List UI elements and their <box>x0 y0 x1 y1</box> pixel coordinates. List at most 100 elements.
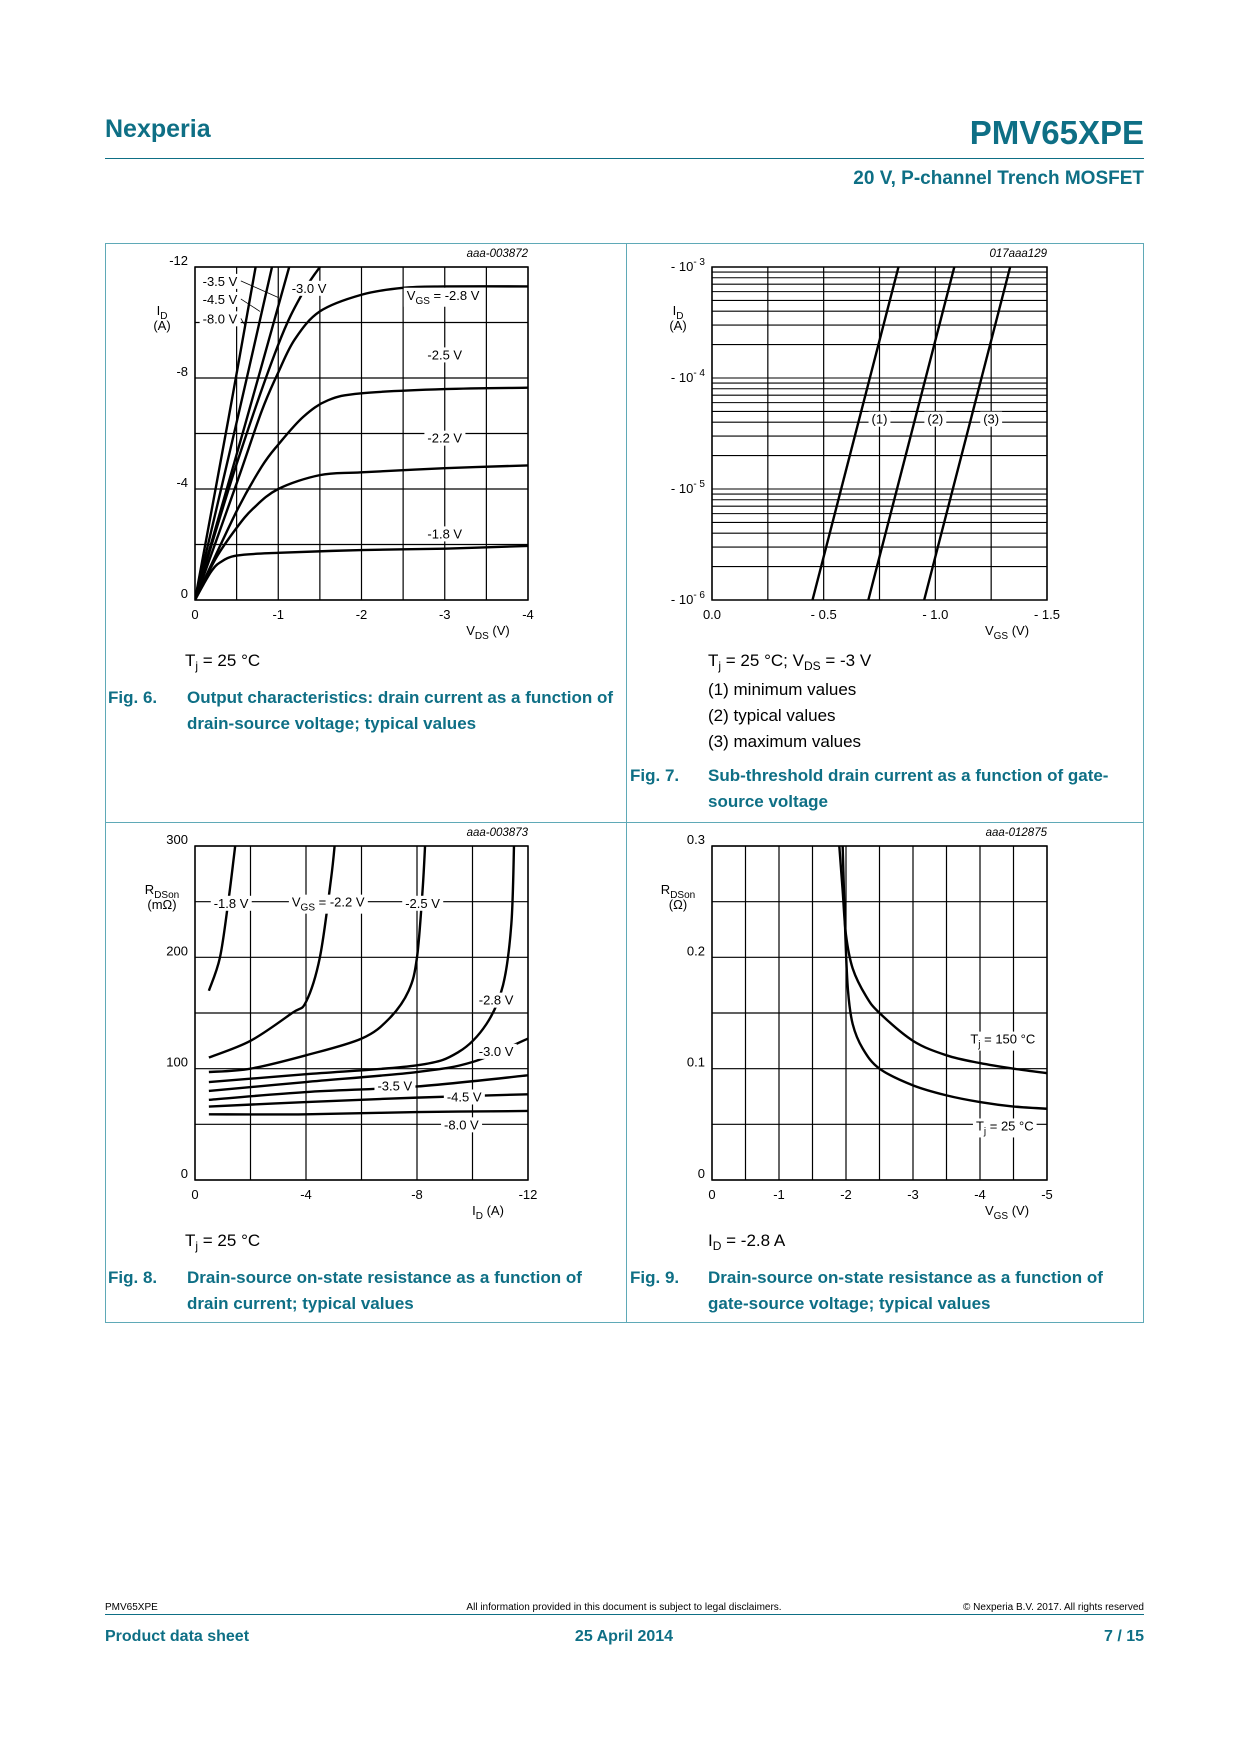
fig7-note-1: (1) minimum values <box>708 680 856 700</box>
label-background <box>210 895 252 911</box>
chart-fig7: (1) (2) (3)0.0- 0.5- 1.0- 1.5- 10- 6- 10- … <box>669 248 1060 642</box>
curve-label: -3.5 V <box>377 1078 412 1093</box>
text-segment: T <box>185 1231 196 1250</box>
series-line <box>207 846 237 992</box>
text-segment: (V) <box>489 623 510 638</box>
subscript-text: DS <box>475 631 489 642</box>
label-background <box>924 411 947 427</box>
x-tick-label: -12 <box>519 1187 538 1202</box>
y-tick-label: - 10- 6 <box>671 590 706 607</box>
curve-label: -1.8 V <box>214 896 249 911</box>
text-segment: I <box>472 1203 476 1218</box>
fig9-condition: ID = -2.8 A <box>708 1231 786 1252</box>
curve-label: -8.0 V <box>203 311 238 326</box>
series-line <box>208 846 336 1059</box>
footer-doc-type: Product data sheet <box>105 1628 250 1645</box>
subscript-text: DSon <box>154 890 179 901</box>
series-line <box>195 464 528 600</box>
x-tick-label: 0.0 <box>703 607 721 622</box>
fig9-caption: Drain-source on-state resistance as a fu… <box>708 1268 1103 1313</box>
text-segment: -2.8 V <box>479 993 514 1008</box>
label-background <box>475 992 517 1008</box>
text-segment: V <box>292 895 301 910</box>
fig6-caption: Output characteristics: drain current as… <box>187 688 614 733</box>
text-segment: -3.0 V <box>292 281 327 296</box>
text-segment: -1.8 V <box>214 896 249 911</box>
text-segment: (3) <box>983 412 999 427</box>
subscript-text: GS <box>994 631 1009 642</box>
subscript-text: DS <box>803 659 821 673</box>
series-line <box>195 267 274 600</box>
label-background <box>199 291 241 307</box>
series-line <box>195 285 528 600</box>
text-segment: = -2.2 V <box>315 895 365 910</box>
text-segment: = -2.8 A <box>721 1231 786 1250</box>
y-tick-label: 100 <box>166 1055 188 1070</box>
fig8-condition: Tj = 25 °C <box>185 1231 260 1252</box>
x-tick-label: -3 <box>439 607 451 622</box>
curve-label: -3.0 V <box>479 1044 514 1059</box>
figure-code: 017aaa129 <box>989 248 1047 260</box>
text-segment: = 25 °C; V <box>721 651 804 670</box>
label-background <box>403 287 483 307</box>
text-segment: (A) <box>483 1203 504 1218</box>
footer-divider <box>105 1614 1144 1615</box>
series-line <box>195 267 291 600</box>
text-segment: -8.0 V <box>444 1117 479 1132</box>
y-tick-label: 0.2 <box>687 943 705 958</box>
footer-copyright: © Nexperia B.V. 2017. All rights reserve… <box>963 1602 1144 1613</box>
x-tick-label: -2 <box>356 607 368 622</box>
figure-grid-frame <box>105 243 1144 1323</box>
curve-label: Tj = 150 °C <box>970 1032 1035 1051</box>
x-tick-label: - 1.0 <box>922 607 948 622</box>
curve-label: -2.2 V <box>427 431 462 446</box>
curve-label: -2.8 V <box>479 993 514 1008</box>
subscript-text: GS <box>301 903 316 914</box>
text-segment: = 150 °C <box>981 1032 1036 1047</box>
plot-frame <box>194 845 529 1181</box>
label-background <box>199 273 241 289</box>
text-segment: T <box>185 651 196 670</box>
curve-label: -1.8 V <box>427 526 462 541</box>
series-group <box>838 846 1047 1110</box>
text-segment: (mΩ) <box>147 897 176 912</box>
label-background <box>288 280 330 296</box>
x-axis-label: VGS (V) <box>985 1203 1029 1222</box>
text-segment: -1.8 V <box>427 526 462 541</box>
x-axis-label: VDS (V) <box>466 623 510 642</box>
text-segment: = 25 °C <box>986 1118 1033 1133</box>
footer-date: 25 April 2014 <box>574 1628 674 1645</box>
text-segment: - 10 <box>671 370 693 385</box>
text-segment: (V) <box>1008 1203 1029 1218</box>
text-segment: - 10 <box>671 481 693 496</box>
plot-frame <box>711 845 1048 1181</box>
text-segment: V <box>985 1203 994 1218</box>
y-axis-label: RDSon <box>661 882 695 901</box>
text-segment: I <box>673 303 677 318</box>
y-tick-label: 0.3 <box>687 832 705 847</box>
series-line <box>208 1109 528 1116</box>
y-axis-label: (A) <box>669 318 686 333</box>
curve-label: Tj = 25 °C <box>976 1118 1034 1137</box>
series-line <box>867 267 956 600</box>
text-segment: (A) <box>669 318 686 333</box>
text-segment: -2.5 V <box>405 896 440 911</box>
y-tick-label: 300 <box>166 832 188 847</box>
text-segment: -3.5 V <box>377 1078 412 1093</box>
figure-code: aaa-003873 <box>467 827 529 839</box>
brand-name: Nexperia <box>105 115 211 143</box>
fig9-number: Fig. 9. <box>630 1268 680 1287</box>
y-tick-label: -4 <box>176 475 188 490</box>
label-background <box>424 430 466 446</box>
text-segment: -4.5 V <box>203 292 238 307</box>
annotation-leader-line <box>240 298 261 312</box>
text-segment: V <box>407 288 416 303</box>
curve-label: -8.0 V <box>444 1117 479 1132</box>
superscript-text: - 6 <box>693 590 705 601</box>
fig8-caption: Drain-source on-state resistance as a fu… <box>187 1268 582 1313</box>
text-segment: -3.0 V <box>479 1044 514 1059</box>
series-line <box>195 544 528 600</box>
fig7-note-3: (3) maximum values <box>708 732 861 752</box>
x-tick-label: -4 <box>300 1187 312 1202</box>
